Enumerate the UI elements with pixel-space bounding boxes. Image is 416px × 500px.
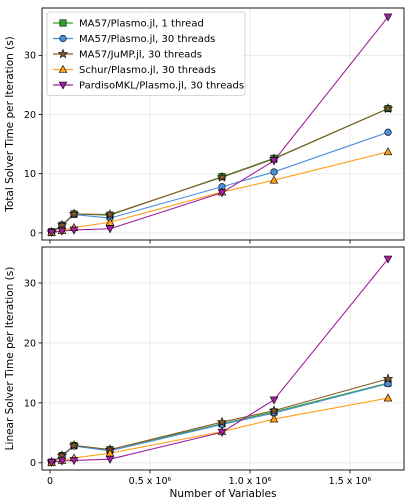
series-1 (51, 108, 389, 233)
legend-entry: Schur/Plasmo.jl, 30 threads (53, 64, 216, 76)
series-line (51, 108, 389, 233)
data-point (104, 209, 116, 219)
legend-marker (59, 34, 67, 43)
y-tick-label: 30 (24, 51, 36, 62)
series-markers-5 (47, 255, 393, 467)
legend-marker (58, 81, 68, 90)
series-markers-1 (48, 105, 392, 236)
x-axis-label: Number of Variables (170, 488, 277, 500)
series-line (51, 108, 389, 233)
series-markers-3 (46, 373, 394, 467)
data-point (216, 416, 228, 427)
legend-marker (57, 48, 69, 59)
series-markers-2 (47, 128, 392, 236)
series-markers-3 (46, 103, 394, 237)
y-tick-label: 20 (24, 110, 36, 121)
data-point (270, 168, 278, 176)
series-2 (51, 131, 389, 233)
legend-box (46, 11, 246, 96)
data-point (383, 147, 393, 156)
data-point (105, 225, 115, 234)
legend: MA57/Plasmo.jl, 1 thread MA57/Plasmo.jl, … (46, 11, 246, 96)
legend-entry: MA57/Plasmo.jl, 1 thread (53, 19, 204, 30)
data-point (68, 208, 80, 219)
legend-label: MA57/Plasmo.jl, 1 thread (79, 19, 204, 30)
legend-label: MA57/Plasmo.jl, 30 threads (79, 34, 215, 45)
data-point (217, 189, 227, 198)
data-point (269, 396, 279, 405)
legend-marker (59, 19, 67, 27)
chart-panel-1: 0 10 20 30 Total Solver Time per Iteration (… (4, 7, 405, 244)
data-point (69, 226, 79, 235)
y-axis-label: Total Solver Time per Iteration (s) (4, 36, 16, 213)
data-point (384, 128, 392, 136)
legend-entry: MA57/Plasmo.jl, 30 threads (53, 34, 215, 45)
y-tick-label: 20 (24, 338, 36, 349)
plot-frame (41, 246, 405, 471)
data-point (269, 175, 279, 184)
y-tick-label: 10 (24, 398, 36, 409)
data-point (57, 227, 67, 236)
x-tick-label: 1.0 x 10⁶ (229, 476, 272, 487)
x-tick-label: 0 (47, 476, 53, 487)
data-point (217, 428, 227, 437)
legend-label: MA57/JuMP.jl, 30 threads (79, 50, 202, 61)
x-tick-label: 1.5 x 10⁶ (329, 476, 372, 487)
data-point (47, 229, 56, 237)
series-line (51, 131, 389, 233)
data-point (382, 103, 394, 114)
data-point (68, 439, 80, 450)
y-tick-label: 10 (24, 169, 36, 180)
data-point (383, 393, 393, 402)
data-point (105, 455, 115, 464)
data-point (105, 217, 115, 226)
y-tick-label: 0 (30, 228, 36, 239)
x-tick-label: 0.5 x 10⁶ (129, 476, 172, 487)
plot-frame (41, 7, 405, 241)
data-point (383, 255, 393, 264)
data-point (268, 405, 280, 416)
legend-entry: PardisoMKL/Plasmo.jl, 30 threads (53, 81, 244, 92)
legend-entry: MA57/JuMP.jl, 30 threads (53, 48, 202, 61)
y-tick-label: 30 (24, 278, 36, 289)
data-point (269, 414, 279, 423)
series-markers-5 (47, 13, 393, 237)
legend-label: Schur/Plasmo.jl, 30 threads (79, 65, 216, 76)
data-point (383, 13, 393, 22)
series-3 (51, 108, 389, 233)
data-point (69, 457, 79, 466)
chart-panel-2: 0 0.5 x 10⁶ 1.0 x 10⁶ 1.5 x 10⁶ 0 10 20 30 Linea… (4, 246, 405, 500)
data-point (382, 373, 394, 384)
data-point (269, 157, 279, 166)
y-axis-label: Linear Solver Time per Iteration (s) (4, 267, 16, 451)
data-point (57, 457, 67, 466)
data-point (47, 458, 56, 467)
legend-label: PardisoMKL/Plasmo.jl, 30 threads (79, 81, 244, 92)
legend-marker (58, 64, 68, 73)
y-tick-label: 0 (30, 458, 36, 469)
data-point (216, 171, 228, 182)
